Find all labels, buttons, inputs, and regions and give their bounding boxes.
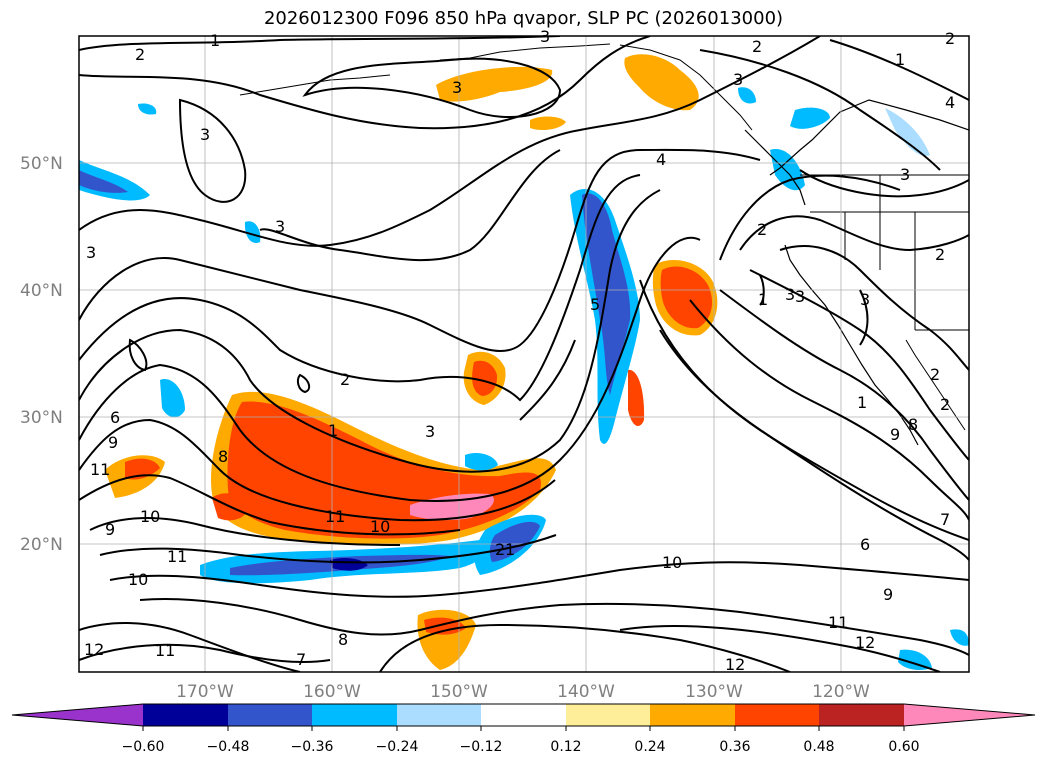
colorbar-tick-label: −0.12: [460, 739, 503, 755]
contour-labels: 1 2 3 3 2 1 3 3 4 2 1 3 3 3 3 2 1 3 2 2 …: [84, 27, 955, 674]
contour-label: 1: [505, 540, 515, 559]
contour-label: 5: [590, 295, 600, 314]
lat-label: 50°N: [20, 154, 63, 174]
contour-label: 4: [656, 150, 666, 169]
lon-label: 140°W: [557, 682, 615, 702]
contour-label: 3: [795, 287, 805, 306]
colorbar-tick-label: 0.12: [550, 739, 581, 755]
contour-label: 8: [218, 447, 228, 466]
contour-label: 3: [425, 422, 435, 441]
contour-label: 3: [275, 217, 285, 236]
anomaly-blob: [436, 66, 553, 102]
lat-label: 20°N: [20, 535, 63, 555]
contour-label: 2: [340, 370, 350, 389]
colorbar-extend-left: [12, 704, 143, 726]
contour-label: 12: [84, 640, 104, 659]
coastlines: [239, 43, 969, 446]
contour-label: 2: [752, 37, 762, 56]
contour-label: 10: [128, 570, 148, 589]
colorbar-segment: [481, 704, 566, 726]
contour-label: 11: [167, 547, 187, 566]
map-frame: [78, 35, 970, 673]
contour-label: 2: [495, 540, 505, 559]
colorbar-segment: [312, 704, 397, 726]
lon-label: 120°W: [812, 682, 870, 702]
contour-label: 3: [86, 243, 96, 262]
contour-label: 4: [945, 93, 955, 112]
contour-label: 3: [200, 125, 210, 144]
lat-label: 40°N: [20, 281, 63, 301]
contour-label: 9: [108, 433, 118, 452]
colorbar-segment: [143, 704, 228, 726]
contour-label: 2: [930, 365, 940, 384]
longitude-labels: 170°W 160°W 150°W 140°W 130°W 120°W: [176, 682, 870, 702]
contour-label: 9: [883, 585, 893, 604]
colorbar-tick-label: −0.48: [207, 739, 250, 755]
contour-label: 1: [210, 31, 220, 50]
contour-label: 3: [785, 285, 795, 304]
contour-label: 9: [105, 520, 115, 539]
contour-label: 2: [757, 220, 767, 239]
contour-label: 10: [140, 507, 160, 526]
contour-label: 3: [452, 78, 462, 97]
colorbar-segment: [819, 704, 904, 726]
lat-label: 30°N: [20, 408, 63, 428]
colorbar-segment: [397, 704, 481, 726]
colorbar: −0.60 −0.48 −0.36 −0.24 −0.12 0.12 0.24 …: [11, 703, 1036, 755]
colorbar-tick-label: −0.60: [122, 739, 165, 755]
lon-label: 170°W: [176, 682, 234, 702]
colorbar-tick-label: 0.36: [719, 739, 750, 755]
lon-label: 160°W: [303, 682, 361, 702]
figure-title: 2026012300 F096 850 hPa qvapor, SLP PC (…: [263, 8, 784, 29]
contour-label: 11: [90, 460, 110, 479]
slp-contours: [79, 36, 969, 672]
contour-label: 12: [855, 633, 875, 652]
contour-label: 8: [338, 630, 348, 649]
contour-label: 2: [945, 29, 955, 48]
contour-label: 1: [895, 50, 905, 69]
colorbar-tick-label: 0.24: [634, 739, 665, 755]
contour-label: 3: [900, 165, 910, 184]
colorbar-tick-label: −0.24: [376, 739, 419, 755]
contour-label: 8: [908, 415, 918, 434]
contour-label: 1: [758, 290, 768, 309]
contour-label: 1: [328, 421, 338, 440]
lon-label: 150°W: [430, 682, 488, 702]
contour-label: 9: [890, 425, 900, 444]
contour-label: 2: [935, 245, 945, 264]
colorbar-tick-label: −0.36: [291, 739, 334, 755]
contour-label: 11: [828, 613, 848, 632]
contour-label: 2: [135, 45, 145, 64]
colorbar-segment: [228, 704, 312, 726]
contour-label: 11: [155, 641, 175, 660]
colorbar-extend-right: [904, 704, 1035, 726]
contour-label: 3: [860, 290, 870, 309]
contour-label: 6: [860, 535, 870, 554]
contour-label: 2: [940, 395, 950, 414]
contour-label: 3: [733, 70, 743, 89]
colorbar-tick-label: 0.60: [888, 739, 919, 755]
contour-label: 7: [940, 510, 950, 529]
colorbar-segment: [735, 704, 819, 726]
colorbar-ticks: [142, 726, 905, 731]
latitude-labels: 50°N 40°N 30°N 20°N: [20, 154, 63, 555]
contour-label: 6: [110, 408, 120, 427]
contour-label: 12: [725, 655, 745, 674]
contour-label: 1: [857, 393, 867, 412]
contour-label: 7: [296, 650, 306, 669]
lon-label: 130°W: [685, 682, 743, 702]
contour-label: 10: [370, 517, 390, 536]
colorbar-segment: [566, 704, 650, 726]
contour-label: 11: [325, 507, 345, 526]
colorbar-segment: [650, 704, 735, 726]
contour-label: 10: [662, 553, 682, 572]
colorbar-tick-label: 0.48: [803, 739, 834, 755]
